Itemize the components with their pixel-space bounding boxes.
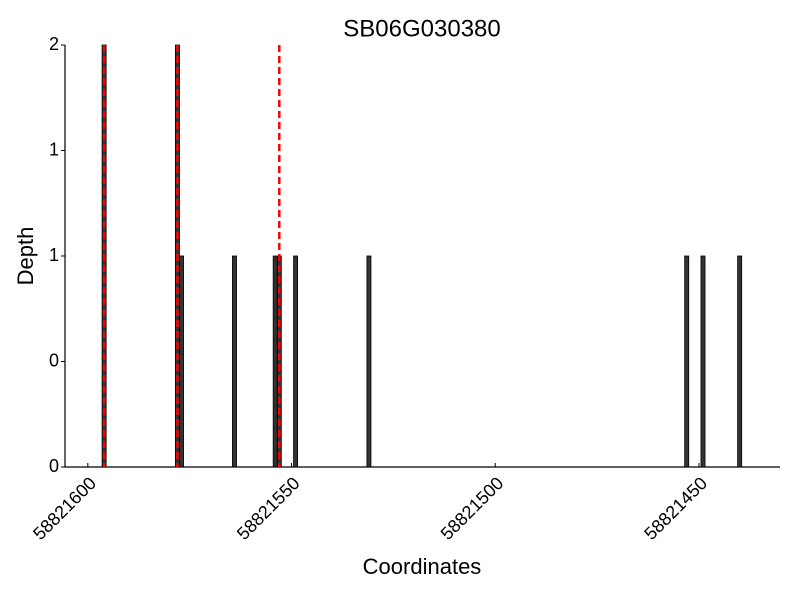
bar <box>232 255 237 468</box>
x-tick-label: 58821450 <box>640 473 711 544</box>
chart-title: SB06G030380 <box>343 15 500 42</box>
x-axis-label: Coordinates <box>363 554 482 579</box>
bar <box>684 255 690 468</box>
bar <box>700 255 706 468</box>
y-tick-label: 0 <box>49 350 59 370</box>
x-tick-label: 58821600 <box>29 473 100 544</box>
y-tick-label: 1 <box>49 245 59 265</box>
y-axis-label: Depth <box>13 227 38 286</box>
y-tick-label: 2 <box>49 34 59 54</box>
bar <box>737 255 743 468</box>
x-tick-label: 58821550 <box>233 473 304 544</box>
x-tick-label: 58821500 <box>437 473 508 544</box>
y-tick-label: 0 <box>49 456 59 476</box>
bar <box>366 255 372 468</box>
bar <box>179 255 184 468</box>
bar <box>272 255 278 468</box>
bar <box>293 255 299 468</box>
y-tick-label: 1 <box>49 139 59 159</box>
